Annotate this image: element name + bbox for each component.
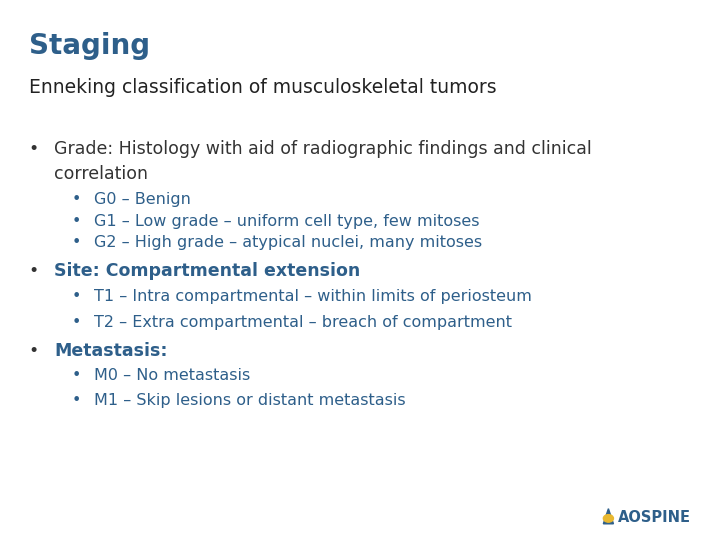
Text: AOSPINE: AOSPINE bbox=[618, 510, 690, 525]
Text: •: • bbox=[72, 368, 81, 383]
Text: Enneking classification of musculoskeletal tumors: Enneking classification of musculoskelet… bbox=[29, 78, 496, 97]
Circle shape bbox=[603, 515, 613, 522]
Text: G2 – High grade – atypical nuclei, many mitoses: G2 – High grade – atypical nuclei, many … bbox=[94, 235, 482, 251]
Text: T2 – Extra compartmental – breach of compartment: T2 – Extra compartmental – breach of com… bbox=[94, 315, 512, 330]
Text: Staging: Staging bbox=[29, 32, 150, 60]
Text: G0 – Benign: G0 – Benign bbox=[94, 192, 191, 207]
Text: T1 – Intra compartmental – within limits of periosteum: T1 – Intra compartmental – within limits… bbox=[94, 289, 531, 305]
Text: Site: Compartmental extension: Site: Compartmental extension bbox=[54, 262, 360, 280]
Text: G1 – Low grade – uniform cell type, few mitoses: G1 – Low grade – uniform cell type, few … bbox=[94, 214, 479, 229]
Text: •: • bbox=[29, 140, 39, 158]
Polygon shape bbox=[603, 509, 613, 524]
Text: •: • bbox=[29, 342, 39, 360]
Text: M0 – No metastasis: M0 – No metastasis bbox=[94, 368, 250, 383]
Text: correlation: correlation bbox=[54, 165, 148, 183]
Text: •: • bbox=[72, 214, 81, 229]
Text: Grade: Histology with aid of radiographic findings and clinical: Grade: Histology with aid of radiographi… bbox=[54, 140, 592, 158]
Text: •: • bbox=[72, 192, 81, 207]
Text: •: • bbox=[72, 393, 81, 408]
Text: •: • bbox=[72, 235, 81, 251]
Text: •: • bbox=[72, 315, 81, 330]
Text: M1 – Skip lesions or distant metastasis: M1 – Skip lesions or distant metastasis bbox=[94, 393, 405, 408]
Text: Metastasis:: Metastasis: bbox=[54, 342, 168, 360]
Text: •: • bbox=[72, 289, 81, 305]
Text: •: • bbox=[29, 262, 39, 280]
